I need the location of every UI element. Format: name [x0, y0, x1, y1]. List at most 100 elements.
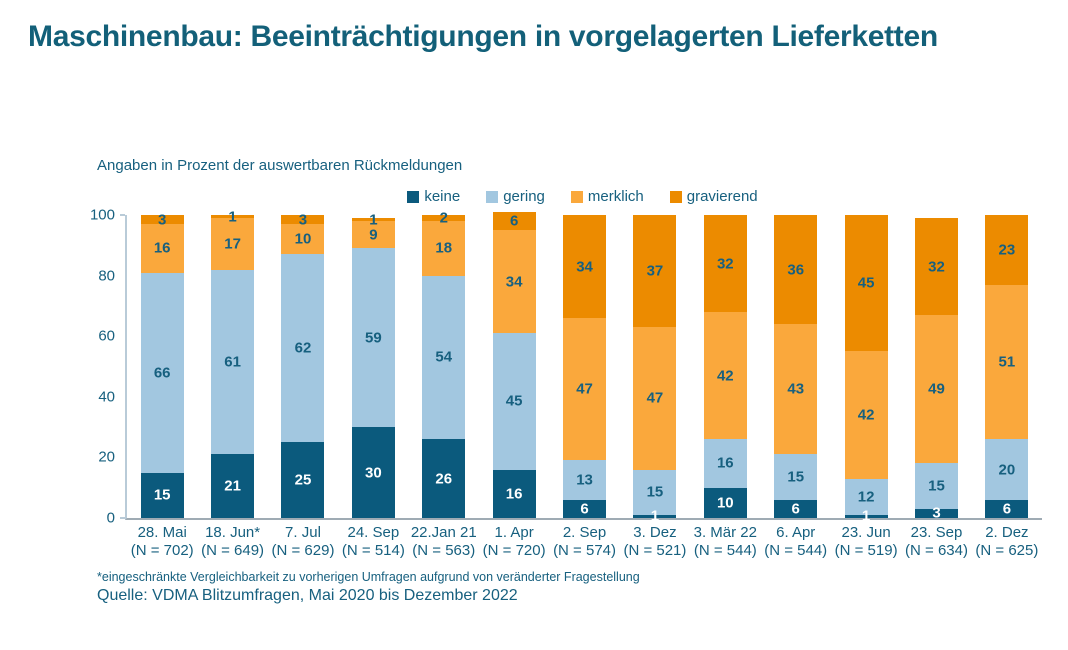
- y-tick-label: 0: [106, 509, 115, 527]
- segment-merklich: 42: [703, 311, 747, 440]
- segment-value: 15: [787, 468, 805, 486]
- x-tick-label: 2. Dez (N = 625): [972, 524, 1042, 560]
- segment-value: 37: [646, 262, 664, 280]
- segment-value: 6: [509, 212, 519, 230]
- x-tick-n: (N = 514): [341, 542, 405, 559]
- segment-gering: 16: [703, 439, 747, 488]
- segment-gering: 54: [422, 275, 466, 440]
- x-tick-n: (N = 720): [482, 542, 546, 559]
- x-tick-date: 18. Jun*: [205, 524, 261, 541]
- x-tick-date: 23. Sep: [910, 524, 963, 541]
- merklich-swatch-icon: [570, 190, 583, 203]
- chart-plot-area: 0 20 40 60 80 100 15 66 16 3 21 61 17 1 25 62 10 3 30 59 9 1…: [90, 207, 1042, 559]
- bar-slot: 21 61 17 1: [197, 209, 267, 518]
- segment-gravierend: 2: [422, 211, 466, 226]
- segment-gering: 15: [914, 463, 958, 509]
- segment-value: 36: [787, 261, 805, 279]
- segment-value: 16: [153, 239, 171, 257]
- segment-gering: 13: [563, 460, 607, 500]
- segment-value: 47: [576, 380, 593, 398]
- bar-24-sep: 30 59 9 1: [351, 212, 395, 518]
- x-tick-n: (N = 634): [905, 542, 968, 559]
- bar-3-dez: 1 15 47 37: [633, 215, 677, 524]
- legend-item-keine: keine: [407, 188, 460, 205]
- y-tick-label: 40: [98, 388, 115, 406]
- segment-gering: 20: [985, 439, 1029, 500]
- segment-value: 34: [505, 273, 523, 291]
- segment-value: 61: [224, 353, 241, 371]
- segment-merklich: 43: [774, 324, 818, 455]
- segment-value: 30: [365, 464, 382, 482]
- segment-value: 54: [435, 348, 453, 366]
- legend: keine gering merklich gravierend: [125, 188, 1040, 205]
- segment-value: 26: [435, 470, 453, 488]
- segment-gravierend: 37: [633, 215, 677, 328]
- x-tick-n: (N = 574): [553, 542, 617, 559]
- segment-value: 12: [857, 488, 875, 506]
- segment-value: 47: [646, 389, 664, 407]
- segment-value: 23: [998, 241, 1016, 259]
- bar-6-apr: 6 15 43 36: [774, 215, 818, 518]
- segment-gravierend: 36: [774, 215, 818, 325]
- legend-item-merklich: merklich: [570, 188, 644, 205]
- segment-keine: 30: [351, 427, 395, 518]
- segment-value: 6: [791, 500, 800, 518]
- segment-merklich: 47: [563, 318, 607, 461]
- segment-keine: 21: [211, 454, 255, 518]
- segment-value: 45: [505, 392, 523, 410]
- segment-value: 2: [439, 209, 448, 227]
- segment-keine: 1: [844, 509, 888, 524]
- bar-slot: 16 45 34 6: [479, 212, 549, 518]
- x-tick-label: 24. Sep (N = 514): [338, 524, 408, 560]
- segment-gravierend: 32: [703, 215, 747, 312]
- x-tick-label: 18. Jun* (N = 649): [197, 524, 267, 560]
- segment-keine: 15: [140, 472, 184, 518]
- bar-slot: 1 15 47 37: [620, 215, 690, 524]
- segment-gering: 66: [140, 272, 184, 473]
- bars: 15 66 16 3 21 61 17 1 25 62 10 3 30 59 9 1 26 54 18 2 16 45 34…: [127, 209, 1042, 524]
- segment-merklich: 9: [351, 221, 395, 249]
- segment-value: 21: [224, 477, 241, 495]
- segment-value: 34: [576, 258, 593, 276]
- bar-slot: 3 15 49 32: [901, 215, 971, 522]
- segment-gravierend: 32: [914, 218, 958, 316]
- bar-slot: 25 62 10 3: [268, 212, 338, 518]
- segment-value: 49: [928, 380, 945, 398]
- segment-merklich: 17: [211, 218, 255, 270]
- segment-gering: 15: [774, 454, 818, 500]
- segment-gravierend: 3: [281, 212, 325, 227]
- x-tick-date: 2. Dez: [985, 524, 1029, 541]
- segment-gravierend: 34: [563, 215, 607, 319]
- y-tick-label: 80: [98, 267, 115, 285]
- x-tick-label: 3. Dez (N = 521): [620, 524, 690, 560]
- x-axis-labels: 28. Mai (N = 702) 18. Jun* (N = 649) 7. Jul(…: [127, 524, 1042, 560]
- x-tick-n: (N = 625): [975, 542, 1039, 559]
- bar-22-jan-21: 26 54 18 2: [422, 211, 466, 518]
- y-tick-label: 100: [89, 206, 115, 224]
- segment-value: 66: [153, 364, 171, 382]
- gravierend-swatch-icon: [669, 190, 682, 203]
- segment-value: 3: [932, 504, 941, 522]
- x-tick-date: 23. Jun: [841, 524, 891, 541]
- x-tick-n: (N = 702): [130, 542, 194, 559]
- segment-gering: 12: [844, 478, 888, 515]
- bar-3-mär-22: 10 16 42 32: [703, 215, 747, 518]
- segment-gravierend: 3: [140, 212, 184, 227]
- segment-gering: 59: [351, 248, 395, 428]
- segment-gering: 45: [492, 333, 536, 470]
- segment-keine: 25: [281, 442, 325, 518]
- bar-slot: 6 15 43 36: [761, 215, 831, 518]
- x-tick-date: 28. Mai: [137, 524, 187, 541]
- y-axis-tick: [120, 517, 125, 519]
- segment-keine: 6: [563, 499, 607, 518]
- bar-1-apr: 16 45 34 6: [492, 212, 536, 518]
- x-tick-date: 3. Mär 22: [693, 524, 757, 541]
- segment-value: 10: [294, 230, 312, 248]
- x-tick-date: 6. Apr: [776, 524, 816, 541]
- x-tick-label: 7. Jul (N = 629): [268, 524, 338, 560]
- segment-keine: 10: [703, 487, 747, 518]
- segment-value: 45: [857, 274, 875, 292]
- segment-merklich: 34: [492, 230, 536, 334]
- segment-value: 16: [505, 485, 523, 503]
